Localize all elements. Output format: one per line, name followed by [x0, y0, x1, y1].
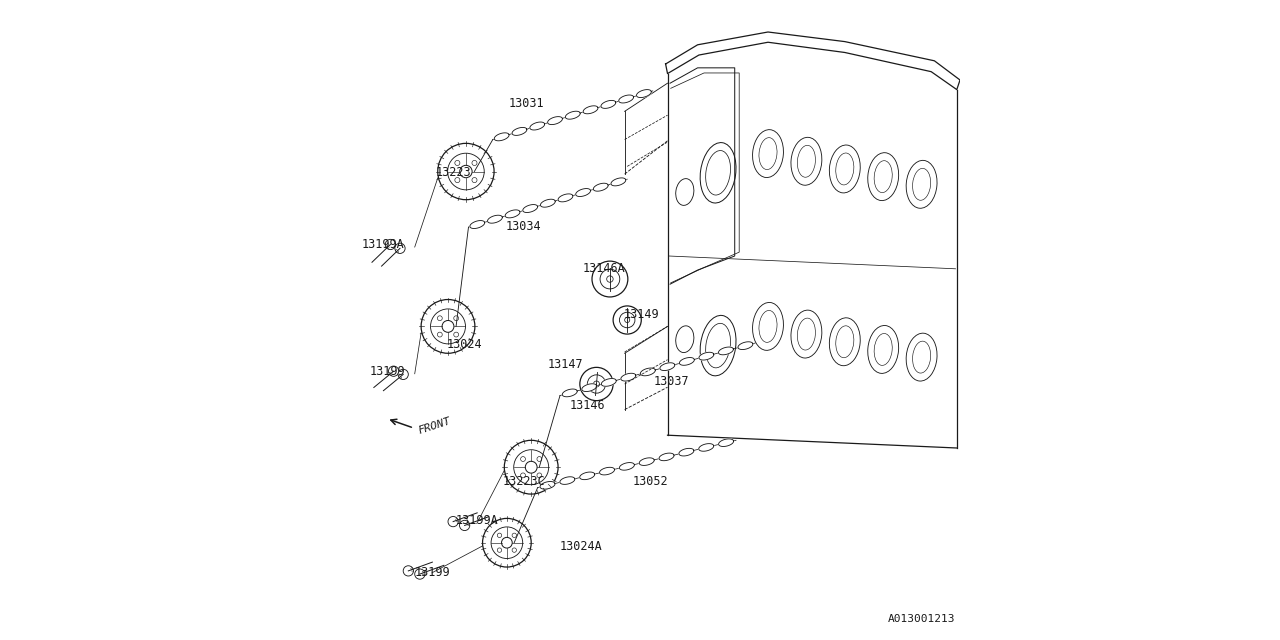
- Polygon shape: [621, 373, 636, 381]
- Polygon shape: [530, 122, 544, 130]
- Text: 13147: 13147: [548, 358, 582, 371]
- Text: 13146: 13146: [570, 399, 605, 412]
- Polygon shape: [602, 378, 616, 387]
- Polygon shape: [576, 189, 590, 196]
- Circle shape: [389, 366, 399, 376]
- Text: 13223C: 13223C: [502, 475, 545, 488]
- Polygon shape: [580, 472, 595, 479]
- Polygon shape: [562, 389, 577, 397]
- Polygon shape: [611, 178, 626, 186]
- Text: FRONT: FRONT: [417, 416, 452, 436]
- Polygon shape: [718, 439, 733, 447]
- Circle shape: [460, 520, 470, 531]
- Polygon shape: [739, 342, 753, 349]
- Polygon shape: [540, 199, 556, 207]
- Polygon shape: [659, 453, 675, 461]
- Circle shape: [448, 516, 458, 527]
- Circle shape: [385, 239, 396, 250]
- Text: 13052: 13052: [632, 475, 668, 488]
- Text: 13024A: 13024A: [561, 540, 603, 553]
- Polygon shape: [558, 194, 573, 202]
- Polygon shape: [620, 463, 635, 470]
- Circle shape: [398, 369, 408, 380]
- Polygon shape: [599, 467, 614, 475]
- Text: 13146A: 13146A: [582, 262, 625, 275]
- Polygon shape: [584, 106, 598, 114]
- Polygon shape: [566, 111, 580, 119]
- Text: 13024: 13024: [447, 338, 483, 351]
- Polygon shape: [600, 100, 616, 108]
- Text: 13199A: 13199A: [456, 515, 498, 527]
- Polygon shape: [470, 221, 485, 228]
- Polygon shape: [512, 127, 527, 136]
- Polygon shape: [488, 215, 502, 223]
- Polygon shape: [618, 95, 634, 103]
- Polygon shape: [506, 210, 520, 218]
- Polygon shape: [680, 358, 694, 365]
- Circle shape: [403, 566, 413, 576]
- Polygon shape: [640, 368, 655, 376]
- Polygon shape: [699, 352, 714, 360]
- Polygon shape: [678, 449, 694, 456]
- Polygon shape: [522, 205, 538, 212]
- Circle shape: [415, 569, 425, 579]
- Text: 13034: 13034: [506, 220, 541, 233]
- Text: 13031: 13031: [508, 97, 544, 110]
- Text: 13199: 13199: [370, 365, 406, 378]
- Polygon shape: [594, 183, 608, 191]
- Polygon shape: [582, 384, 596, 392]
- Text: 13223: 13223: [435, 166, 471, 179]
- Text: A013001213: A013001213: [887, 614, 955, 624]
- Polygon shape: [718, 347, 733, 355]
- Text: 13037: 13037: [654, 375, 690, 388]
- Polygon shape: [548, 116, 562, 125]
- Polygon shape: [639, 458, 654, 465]
- Polygon shape: [540, 481, 556, 489]
- Polygon shape: [699, 444, 714, 451]
- Text: 13199: 13199: [415, 566, 451, 579]
- Polygon shape: [636, 90, 652, 97]
- Text: 13199A: 13199A: [362, 238, 404, 251]
- Polygon shape: [559, 477, 575, 484]
- Circle shape: [394, 243, 404, 253]
- Text: 13149: 13149: [625, 308, 659, 321]
- Polygon shape: [494, 133, 509, 141]
- Polygon shape: [660, 363, 675, 371]
